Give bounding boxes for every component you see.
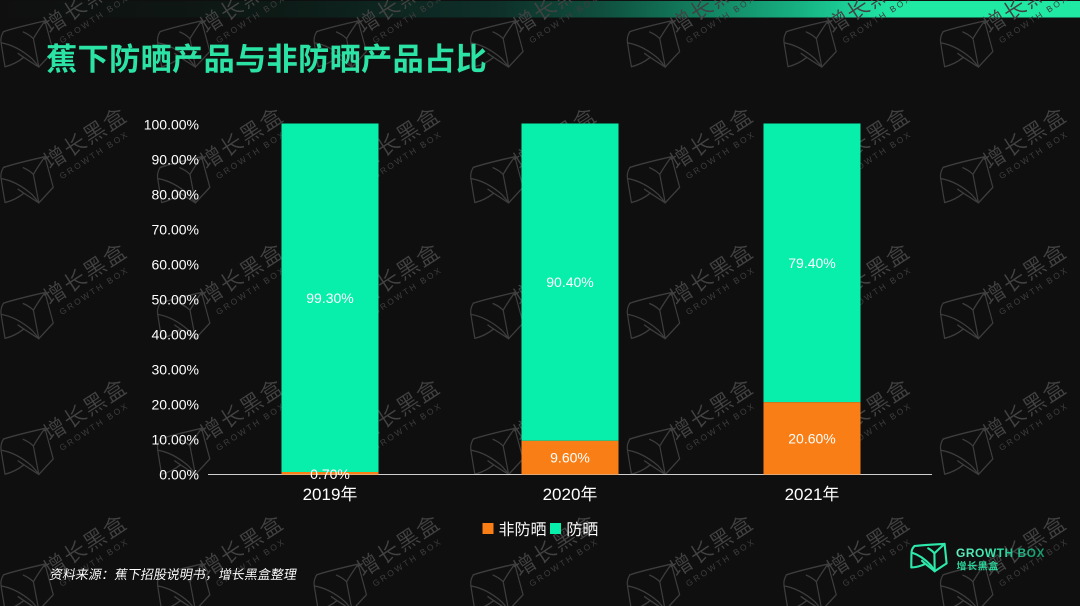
- svg-text:0.70%: 0.70%: [310, 466, 350, 482]
- svg-text:9.60%: 9.60%: [550, 450, 590, 466]
- svg-text:20.60%: 20.60%: [788, 430, 835, 446]
- svg-text:99.30%: 99.30%: [306, 290, 353, 306]
- svg-text:2021: 2021: [785, 485, 823, 504]
- svg-text:30.00%: 30.00%: [152, 362, 199, 378]
- svg-text:0.00%: 0.00%: [159, 467, 199, 483]
- svg-text:79.40%: 79.40%: [788, 255, 835, 271]
- svg-text:50.00%: 50.00%: [152, 292, 199, 308]
- svg-text:90.40%: 90.40%: [546, 274, 593, 290]
- svg-text:40.00%: 40.00%: [152, 327, 199, 343]
- svg-text:60.00%: 60.00%: [152, 257, 199, 273]
- svg-text:80.00%: 80.00%: [152, 187, 199, 203]
- svg-text:70.00%: 70.00%: [152, 222, 199, 238]
- svg-text:100.00%: 100.00%: [144, 117, 199, 133]
- svg-text:90.00%: 90.00%: [152, 152, 199, 168]
- svg-text:10.00%: 10.00%: [152, 432, 199, 448]
- svg-text:20.00%: 20.00%: [152, 397, 199, 413]
- svg-text:GROWTH BOX: GROWTH BOX: [956, 546, 1045, 560]
- svg-text:2020: 2020: [543, 485, 581, 504]
- svg-text:2019: 2019: [303, 485, 341, 504]
